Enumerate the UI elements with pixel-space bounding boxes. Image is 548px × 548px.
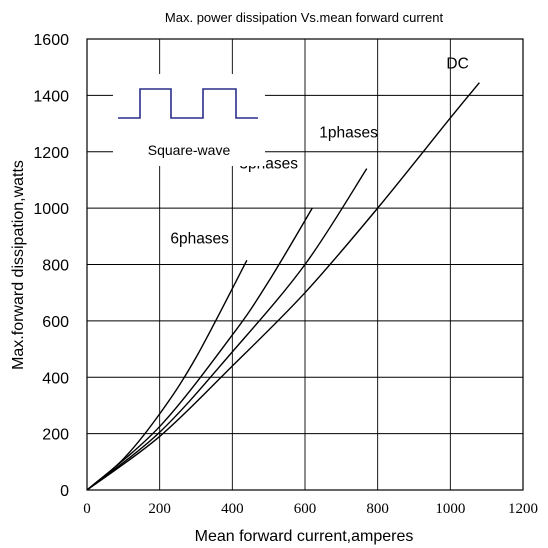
y-tick-label: 400 — [42, 370, 69, 387]
curve-label: 6phases — [170, 230, 229, 247]
curve-label: 1phases — [319, 125, 378, 142]
x-tick-label: 1000 — [435, 501, 465, 517]
y-tick-label: 600 — [42, 314, 69, 331]
x-tick-label: 1200 — [508, 501, 538, 517]
x-tick-label: 600 — [294, 501, 317, 517]
square-wave-inset: Square-wave — [113, 74, 265, 166]
x-axis-label: Mean forward current,amperes — [195, 528, 414, 545]
y-tick-label: 1600 — [33, 32, 69, 49]
plot-frame — [86, 38, 524, 491]
series-line-1phases — [86, 168, 368, 491]
y-tick-label: 800 — [42, 258, 69, 275]
y-tick-label: 1000 — [33, 201, 69, 218]
y-tick-label: 200 — [42, 427, 69, 444]
inset-background — [113, 74, 265, 166]
square-wave-icon — [118, 88, 258, 119]
series-line-dc — [86, 82, 480, 491]
x-tick-label: 800 — [366, 501, 389, 517]
series-lines — [86, 82, 480, 491]
series-line-3phases — [86, 207, 313, 491]
x-tick-label: 200 — [148, 501, 171, 517]
y-tick-labels: 0 200 400 600 800 1000 1200 1400 1600 — [33, 32, 69, 500]
series-line-6phases — [86, 259, 248, 491]
y-axis-label: Max.forward dissipation,watts — [10, 160, 27, 370]
chart-title: Max. power dissipation Vs.mean forward c… — [165, 10, 444, 25]
y-tick-label: 0 — [60, 483, 69, 500]
x-tick-label: 400 — [221, 501, 244, 517]
x-tick-label: 0 — [83, 501, 91, 517]
x-tick-labels: 0 200 400 600 800 1000 1200 — [83, 501, 538, 517]
y-tick-label: 1400 — [33, 88, 69, 105]
curve-label: DC — [446, 56, 468, 73]
inset-label: Square-wave — [148, 142, 231, 158]
y-tick-label: 1200 — [33, 145, 69, 162]
